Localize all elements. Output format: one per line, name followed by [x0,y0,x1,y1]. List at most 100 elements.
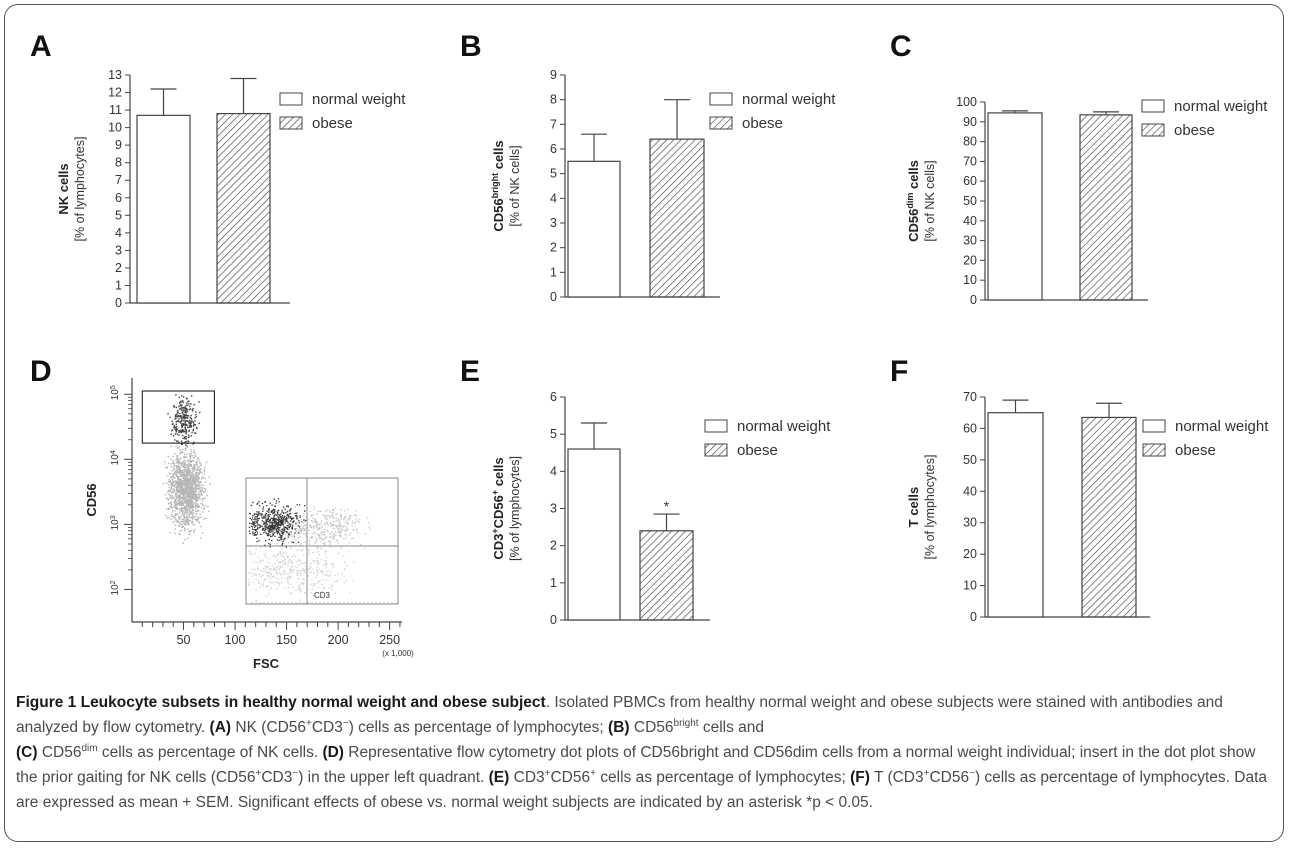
scatter-point [186,480,188,483]
scatter-point [190,448,192,451]
scatter-point [179,422,182,424]
scatter-point [249,512,251,515]
scatter-point [179,498,182,500]
scatter-point [313,561,316,564]
scatter-point [176,471,179,474]
scatter-point [286,518,288,520]
scatter-point [186,440,188,443]
scatter-point [167,413,169,415]
scatter-point [332,510,335,512]
scatter-point [288,532,290,534]
scatter-point [185,409,187,411]
scatter-point [186,508,189,510]
y-axis-label: NK cells [56,163,71,214]
scatter-point [183,456,185,459]
scatter-point [348,519,350,521]
scatter-point [179,452,181,455]
scatter-point [276,567,278,569]
y-axis-label: CD56bright cells [490,140,506,231]
scatter-point [177,483,179,486]
scatter-point [275,521,277,523]
scatter-point [178,466,181,469]
scatter-point [266,518,269,520]
scatter-point [306,564,309,566]
scatter-point [289,523,291,526]
scatter-point [195,505,198,507]
scatter-point [190,501,192,504]
scatter-point [295,539,297,541]
y-axis-label: CD3+CD56+ cells [490,457,506,559]
scatter-point [298,559,300,561]
scatter-point [177,491,179,493]
scatter-point [192,496,195,498]
scatter-point [197,504,199,507]
scatter-point [182,474,184,476]
scatter-point [180,514,182,517]
scatter-point [180,471,182,474]
scatter-point [201,532,204,534]
y-tick-label: 1 [550,265,557,279]
scatter-point [274,524,277,526]
scatter-point [291,560,293,562]
scatter-point [331,589,333,591]
scatter-point [289,510,291,512]
scatter-point [266,571,269,573]
scatter-point [200,468,202,470]
scatter-point [296,572,298,575]
scatter-point [277,524,279,526]
scatter-point [182,434,184,437]
scatter-point [193,494,196,496]
scatter-point [181,491,184,493]
scatter-point [297,541,300,543]
scatter-point [193,480,195,483]
scatter-point [170,476,173,478]
scatter-point [182,476,185,479]
scatter-point [281,531,283,533]
scatter-point [337,542,340,544]
scatter-point [345,537,347,539]
scatter-point [289,567,292,569]
scatter-point [282,561,284,563]
scatter-point [285,520,287,522]
y-axis-label-part: dim [905,193,915,209]
scatter-point [272,576,274,578]
scatter-point [326,515,328,517]
scatter-point [268,529,270,531]
scatter-point [297,537,299,539]
scatter-point [178,478,180,480]
scatter-point [322,534,324,536]
scatter-point [204,517,207,519]
scatter-point [187,414,190,417]
scatter-point [207,505,209,508]
scatter-point [184,421,186,424]
d-y-tick-label: 105 [110,385,122,400]
scatter-point [269,526,271,528]
scatter-point [193,423,196,426]
scatter-point [185,472,188,474]
scatter-point [268,542,270,545]
scatter-point [183,414,186,417]
scatter-point [177,508,179,510]
scatter-point [319,510,322,512]
scatter-point [188,513,191,515]
scatter-point [179,485,181,487]
scatter-point [340,547,342,549]
scatter-point [183,479,186,481]
scatter-point [255,533,257,536]
scatter-point [167,484,170,486]
scatter-point [282,540,284,543]
scatter-point [174,532,176,535]
y-axis-label: T cells [906,487,921,527]
scatter-point [296,549,298,551]
scatter-point [266,572,269,574]
scatter-point [170,487,173,490]
scatter-point [182,431,185,433]
scatter-point [183,514,186,516]
scatter-point [279,524,282,526]
scatter-point [183,483,185,485]
scatter-point [188,490,191,493]
scatter-point [306,518,308,520]
scatter-point [178,434,180,436]
scatter-point [335,525,338,527]
scatter-point [249,552,251,555]
